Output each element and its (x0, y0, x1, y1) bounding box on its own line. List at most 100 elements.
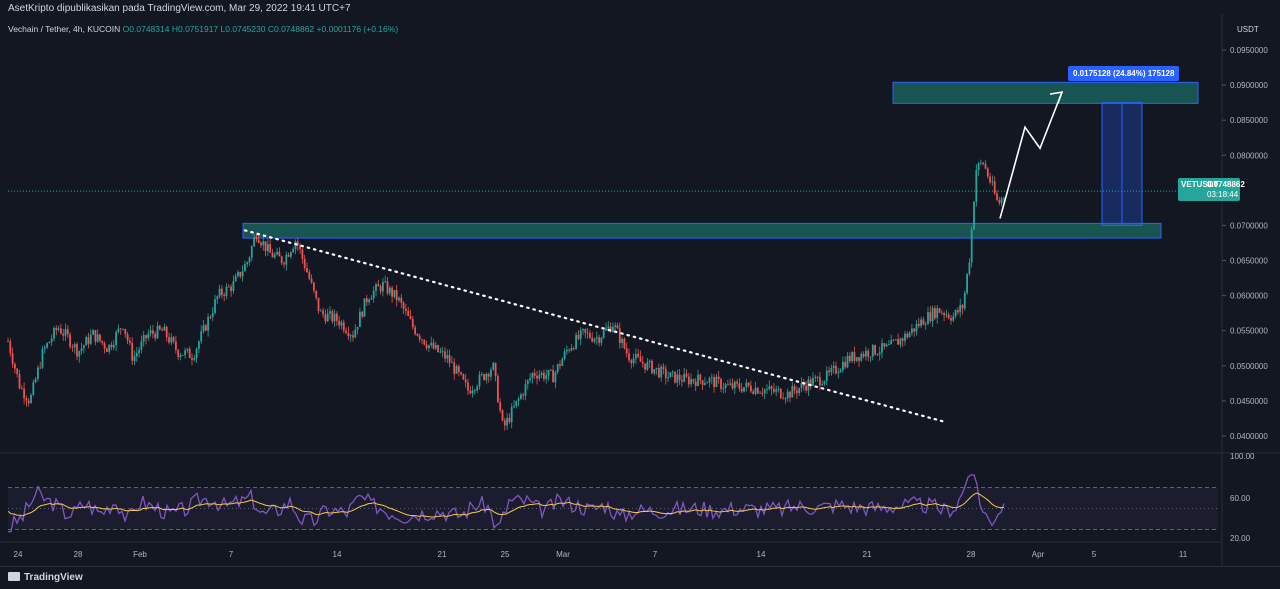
candle-body (126, 334, 129, 341)
candle-body (536, 375, 538, 379)
candle-body (853, 352, 856, 361)
candle-body (30, 394, 32, 403)
footer: TradingView (0, 566, 1280, 589)
candle-body (391, 287, 393, 297)
price-tick-label: 0.0450000 (1230, 397, 1268, 406)
candle-body (384, 281, 387, 283)
candle-body (704, 383, 706, 385)
candle-body (722, 388, 725, 389)
candle-body (444, 351, 446, 359)
candle-body (678, 374, 681, 381)
symbol-line: Vechain / Tether, 4h, KUCOIN O0.0748314 … (8, 24, 398, 34)
candle-body (671, 371, 674, 373)
candle-body (407, 310, 410, 316)
candle-body (837, 372, 840, 374)
tradingview-logo[interactable]: TradingView (8, 572, 83, 583)
candle-body (135, 353, 138, 357)
candle-body (540, 372, 543, 376)
candle-body (1000, 198, 1003, 204)
published-by: AsetKripto dipublikasikan pada TradingVi… (8, 3, 351, 14)
candle-body (970, 229, 973, 263)
candle-body (890, 340, 893, 345)
candle-body (239, 272, 242, 277)
candle-body (248, 257, 251, 263)
candle-body (545, 375, 548, 379)
grid (0, 14, 1280, 566)
candle-body (940, 312, 943, 314)
candle-body (416, 334, 419, 336)
candle-body (124, 328, 127, 335)
candle-body (119, 328, 122, 330)
candle-body (759, 392, 761, 394)
candle-body (290, 252, 292, 257)
candle-body (641, 361, 644, 364)
price-axis: 0.0950000 0.0900000 0.0850000 0.0800000 0.07… (1222, 46, 1268, 441)
candle-body (453, 362, 456, 374)
candle-body (69, 334, 71, 347)
candle-body (860, 353, 863, 361)
candle-body (414, 327, 416, 335)
candle-body (637, 353, 640, 357)
candle-body (927, 312, 929, 325)
candle-body (356, 327, 359, 330)
candles (7, 159, 1005, 431)
time-tick-label: 7 (229, 550, 234, 559)
candle-body (490, 369, 492, 377)
price-tick-label: 0.0800000 (1230, 151, 1268, 160)
candle-body (89, 334, 92, 344)
candle-body (731, 383, 734, 389)
candle-body (234, 276, 237, 282)
candle-body (92, 330, 94, 335)
candle-body (398, 297, 400, 301)
candle-body (510, 407, 513, 423)
candle-body (418, 335, 421, 340)
ohlc-low: L0.0745230 (220, 24, 266, 34)
candle-body (20, 388, 23, 390)
candle-body (497, 376, 499, 403)
candle-body (623, 338, 626, 349)
candle-body (690, 379, 692, 385)
candle-body (950, 318, 952, 321)
candle-body (110, 344, 113, 348)
time-axis: 24 28 Feb 7 14 21 25 Mar 7 14 21 28 Apr 5 11 (14, 550, 1188, 559)
candle-body (85, 337, 88, 346)
price-tick-label: 0.0950000 (1230, 46, 1268, 55)
symbol-name: Vechain / Tether, 4h, KUCOIN (8, 24, 121, 34)
candle-body (582, 328, 584, 331)
candle-body (301, 249, 304, 259)
candle-body (448, 355, 451, 363)
candle-body (122, 328, 124, 330)
candle-body (244, 264, 246, 272)
price-tick-label: 0.0700000 (1230, 221, 1268, 230)
candle-body (262, 241, 265, 246)
candle-body (943, 313, 945, 316)
candle-body (547, 370, 550, 376)
candle-body (897, 339, 899, 345)
candle-body (858, 357, 860, 361)
candle-body (773, 389, 775, 392)
projection-arrow-head (1049, 91, 1064, 104)
candle-body (154, 333, 157, 339)
candle-body (729, 383, 732, 385)
candle-body (499, 402, 502, 411)
candle-body (639, 356, 642, 362)
candle-body (556, 364, 559, 373)
candle-body (14, 364, 16, 369)
candle-body (117, 328, 120, 332)
candle-body (142, 335, 145, 342)
support-zone (242, 222, 1162, 239)
candle-body (957, 310, 959, 313)
candle-body (428, 345, 430, 349)
time-tick-label: 28 (74, 550, 83, 559)
candle-body (315, 290, 318, 298)
candle-body (632, 358, 635, 364)
candle-body (181, 355, 184, 356)
candle-body (798, 388, 801, 394)
time-tick-label: 28 (967, 550, 976, 559)
candle-body (230, 286, 232, 291)
candle-body (168, 337, 170, 343)
candle-body (336, 313, 338, 321)
candle-body (612, 326, 614, 332)
candle-body (593, 338, 596, 342)
candle-body (177, 349, 180, 358)
